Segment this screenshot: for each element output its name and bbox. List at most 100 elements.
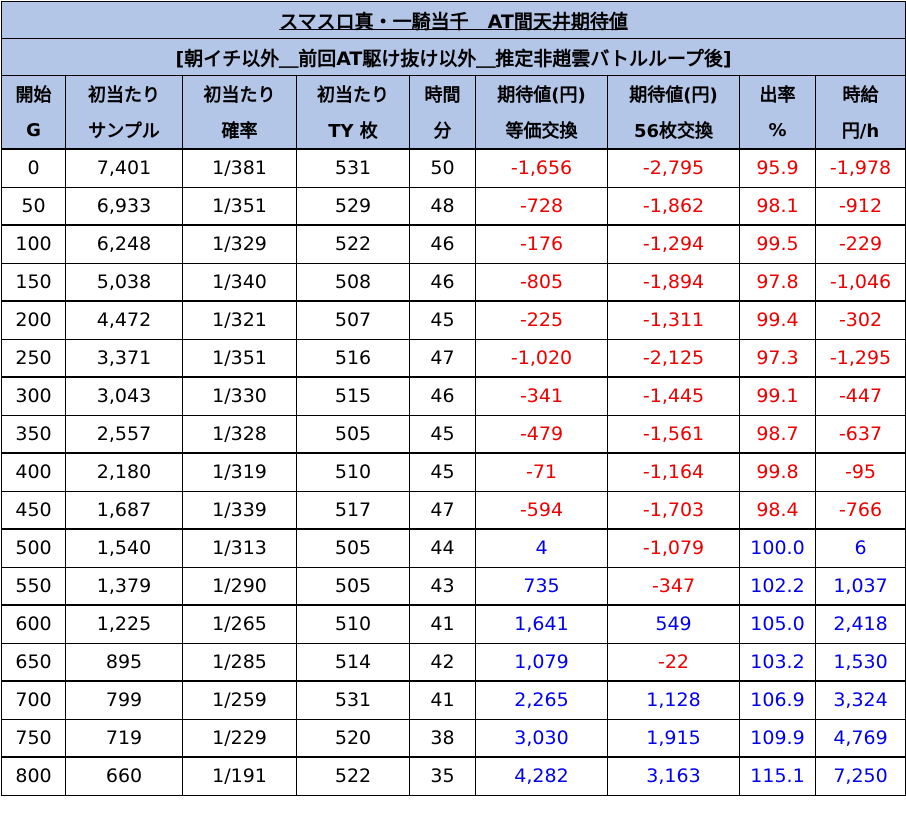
column-header-ev-equal: 期待値(円) bbox=[475, 75, 608, 112]
table-row: 250 3,371 1/351 516 47 -1,020 -2,125 97.3 -1,295 bbox=[1, 338, 906, 378]
cell-first-hit-sample: 6,933 bbox=[65, 186, 183, 226]
cell-time-min: 45 bbox=[409, 414, 476, 454]
cell-ev-56: -1,894 bbox=[607, 262, 740, 302]
table-row: 200 4,472 1/321 507 45 -225 -1,311 99.4 -302 bbox=[1, 300, 906, 340]
cell-payout-rate: 105.0 bbox=[739, 604, 816, 644]
cell-start-game: 350 bbox=[1, 414, 66, 454]
cell-time-min: 46 bbox=[409, 224, 476, 264]
cell-ev-56: 3,163 bbox=[607, 756, 740, 796]
cell-first-hit-prob: 1/340 bbox=[182, 262, 297, 302]
column-header-payout-rate: % bbox=[739, 112, 816, 150]
table-title-text: スマスロ真・一騎当千 AT間天井期待値 bbox=[279, 10, 628, 33]
cell-first-hit-prob: 1/290 bbox=[182, 566, 297, 606]
cell-first-hit-prob: 1/319 bbox=[182, 452, 297, 492]
cell-payout-rate: 99.5 bbox=[739, 224, 816, 264]
table-row: 400 2,180 1/319 510 45 -71 -1,164 99.8 -95 bbox=[1, 452, 906, 492]
cell-start-game: 100 bbox=[1, 224, 66, 264]
column-header-ev-56: 期待値(円) bbox=[607, 75, 740, 112]
table-title: スマスロ真・一騎当千 AT間天井期待値 bbox=[0, 1, 906, 39]
cell-first-hit-sample: 2,557 bbox=[65, 414, 183, 454]
cell-first-hit-sample: 7,401 bbox=[65, 148, 183, 188]
cell-hourly-wage: -1,978 bbox=[814, 148, 906, 188]
cell-start-game: 800 bbox=[1, 756, 66, 796]
cell-ev-equal: -594 bbox=[475, 490, 608, 530]
table-subtitle: [朝イチ以外＿前回AT駆け抜け以外＿推定非趙雲バトルループ後] bbox=[0, 38, 906, 76]
cell-hourly-wage: -447 bbox=[814, 376, 906, 416]
cell-ev-equal: 1,641 bbox=[475, 604, 608, 644]
cell-ev-56: -1,164 bbox=[607, 452, 740, 492]
cell-time-min: 43 bbox=[409, 566, 476, 606]
cell-ev-equal: 735 bbox=[475, 566, 608, 606]
cell-first-hit-sample: 799 bbox=[65, 680, 183, 720]
cell-first-hit-prob: 1/191 bbox=[182, 756, 297, 796]
cell-first-hit-prob: 1/381 bbox=[182, 148, 297, 188]
cell-ev-equal: -1,656 bbox=[475, 148, 608, 188]
cell-first-hit-sample: 2,180 bbox=[65, 452, 183, 492]
cell-first-hit-ty: 505 bbox=[296, 528, 410, 568]
header-row-2: G サンプル 確率 TY 枚分等価交換 56枚交換% 円/h bbox=[1, 112, 906, 150]
cell-payout-rate: 99.4 bbox=[739, 300, 816, 340]
cell-time-min: 35 bbox=[409, 756, 476, 796]
cell-time-min: 38 bbox=[409, 718, 476, 758]
cell-hourly-wage: -637 bbox=[814, 414, 906, 454]
cell-first-hit-ty: 516 bbox=[296, 338, 410, 378]
cell-hourly-wage: -302 bbox=[814, 300, 906, 340]
cell-hourly-wage: 2,418 bbox=[814, 604, 906, 644]
cell-first-hit-sample: 660 bbox=[65, 756, 183, 796]
column-header-first-hit-ty: TY 枚 bbox=[296, 112, 410, 150]
cell-first-hit-prob: 1/321 bbox=[182, 300, 297, 340]
cell-time-min: 46 bbox=[409, 262, 476, 302]
cell-time-min: 41 bbox=[409, 604, 476, 644]
cell-ev-56: -1,445 bbox=[607, 376, 740, 416]
cell-payout-rate: 99.1 bbox=[739, 376, 816, 416]
cell-hourly-wage: -229 bbox=[814, 224, 906, 264]
cell-payout-rate: 102.2 bbox=[739, 566, 816, 606]
cell-start-game: 150 bbox=[1, 262, 66, 302]
cell-first-hit-ty: 522 bbox=[296, 224, 410, 264]
cell-time-min: 50 bbox=[409, 148, 476, 188]
cell-ev-equal: -176 bbox=[475, 224, 608, 264]
cell-first-hit-sample: 5,038 bbox=[65, 262, 183, 302]
cell-ev-equal: -1,020 bbox=[475, 338, 608, 378]
cell-start-game: 400 bbox=[1, 452, 66, 492]
column-header-first-hit-sample: サンプル bbox=[65, 112, 183, 150]
cell-time-min: 41 bbox=[409, 680, 476, 720]
cell-hourly-wage: 1,037 bbox=[814, 566, 906, 606]
cell-ev-56: 549 bbox=[607, 604, 740, 644]
cell-first-hit-ty: 529 bbox=[296, 186, 410, 226]
column-header-hourly-wage: 円/h bbox=[814, 112, 906, 150]
cell-first-hit-ty: 510 bbox=[296, 452, 410, 492]
cell-first-hit-prob: 1/265 bbox=[182, 604, 297, 644]
cell-start-game: 50 bbox=[1, 186, 66, 226]
cell-time-min: 46 bbox=[409, 376, 476, 416]
cell-payout-rate: 98.7 bbox=[739, 414, 816, 454]
column-header-first-hit-sample: 初当たり bbox=[65, 75, 183, 112]
cell-time-min: 45 bbox=[409, 300, 476, 340]
cell-first-hit-sample: 1,687 bbox=[65, 490, 183, 530]
cell-first-hit-sample: 719 bbox=[65, 718, 183, 758]
cell-time-min: 47 bbox=[409, 338, 476, 378]
cell-hourly-wage: 7,250 bbox=[814, 756, 906, 796]
column-header-ev-equal: 等価交換 bbox=[475, 112, 608, 150]
cell-start-game: 700 bbox=[1, 680, 66, 720]
table-row: 100 6,248 1/329 522 46 -176 -1,294 99.5 -229 bbox=[1, 224, 906, 264]
column-header-first-hit-ty: 初当たり bbox=[296, 75, 410, 112]
header-row-1: 開始 初当たり 初当たり 初当たり 時間 期待値(円) 期待値(円) 出率 時給 bbox=[1, 75, 906, 112]
cell-start-game: 600 bbox=[1, 604, 66, 644]
column-header-hourly-wage: 時給 bbox=[814, 75, 906, 112]
column-header-time-min: 分 bbox=[409, 112, 476, 150]
cell-ev-equal: -71 bbox=[475, 452, 608, 492]
cell-payout-rate: 98.4 bbox=[739, 490, 816, 530]
cell-first-hit-sample: 3,043 bbox=[65, 376, 183, 416]
cell-first-hit-ty: 520 bbox=[296, 718, 410, 758]
column-header-time-min: 時間 bbox=[409, 75, 476, 112]
cell-first-hit-sample: 1,540 bbox=[65, 528, 183, 568]
cell-payout-rate: 98.1 bbox=[739, 186, 816, 226]
cell-payout-rate: 97.8 bbox=[739, 262, 816, 302]
table-row: 300 3,043 1/330 515 46 -341 -1,445 99.1 -447 bbox=[1, 376, 906, 416]
cell-start-game: 750 bbox=[1, 718, 66, 758]
cell-hourly-wage: 3,324 bbox=[814, 680, 906, 720]
cell-ev-equal: 4,282 bbox=[475, 756, 608, 796]
cell-ev-equal: -728 bbox=[475, 186, 608, 226]
cell-first-hit-prob: 1/351 bbox=[182, 186, 297, 226]
